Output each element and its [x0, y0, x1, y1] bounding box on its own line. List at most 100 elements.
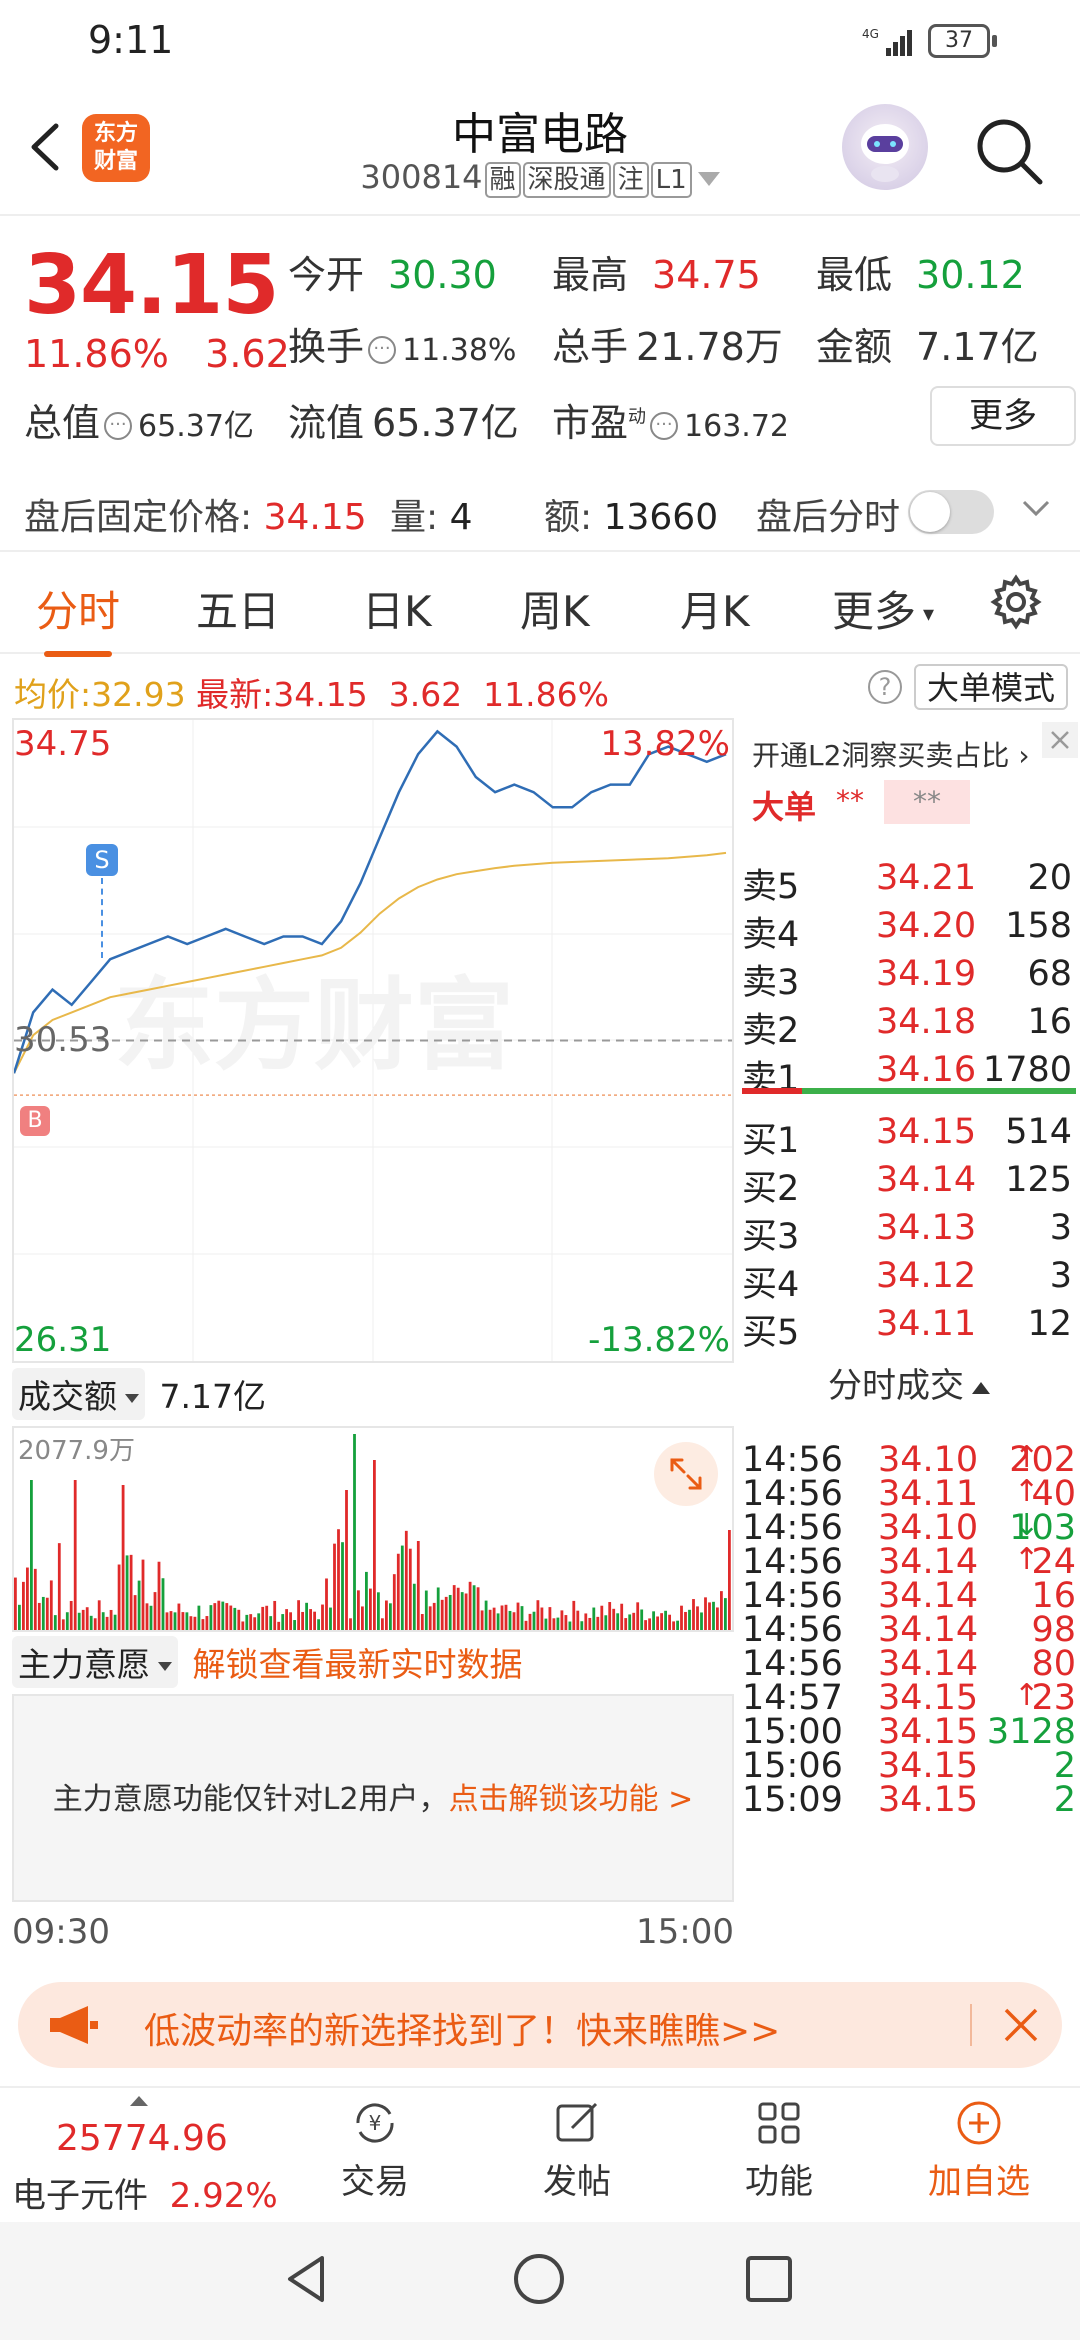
tab-weekly-k[interactable]: 周K	[520, 587, 590, 636]
volume-bar	[305, 1602, 308, 1630]
volume-bar	[704, 1597, 707, 1630]
close-icon[interactable]	[1002, 2006, 1040, 2044]
l2-open-link[interactable]: 开通L2洞察买卖占比 ›	[752, 739, 1030, 772]
bid-level-row[interactable]: 买4 34.12 3	[738, 1256, 1080, 1305]
ask-level-row[interactable]: 卖3 34.19 68	[738, 954, 1080, 1003]
expand-icon[interactable]	[654, 1442, 718, 1506]
volume-type-dropdown[interactable]: 成交额	[12, 1368, 145, 1420]
unlock-link[interactable]: 解锁查看最新实时数据	[192, 1645, 523, 1684]
nav-trade[interactable]: ¥ 交易	[310, 2098, 440, 2203]
sector-index-name[interactable]: 电子元件 2.92%	[12, 2176, 278, 2216]
chart-grid	[14, 720, 732, 1361]
robot-assistant-icon[interactable]	[842, 104, 928, 190]
volume-bar	[632, 1612, 636, 1630]
tick-volume: 16	[1031, 1576, 1076, 1616]
info-icon[interactable]: ···	[368, 335, 397, 364]
volume-bar	[269, 1616, 273, 1630]
tick-price: 34.10	[878, 1440, 979, 1480]
volume-bar	[592, 1607, 596, 1630]
time-axis: 09:30 15:00	[12, 1908, 734, 1958]
back-triangle-icon[interactable]	[282, 2252, 332, 2306]
chevron-down-icon[interactable]	[1020, 496, 1052, 520]
volume-bar	[277, 1621, 281, 1630]
volume-bar	[37, 1602, 41, 1630]
tick-row: 15:00 34.15 3128	[738, 1712, 1080, 1760]
sector-index-value[interactable]: 25774.96	[56, 2118, 228, 2159]
ask-volume: 20	[1027, 858, 1072, 898]
tick-volume: 98	[1031, 1610, 1076, 1650]
bid-level-row[interactable]: 买5 34.11 12	[738, 1304, 1080, 1353]
volume-bar	[45, 1597, 49, 1630]
gear-icon[interactable]	[988, 574, 1044, 630]
ask-price: 34.20	[876, 906, 977, 946]
after-hours-timeshare-label: 盘后分时	[756, 497, 901, 538]
bid-volume: 3	[1049, 1208, 1072, 1248]
search-icon[interactable]	[972, 114, 1046, 188]
volume-bar	[69, 1600, 73, 1630]
unlock-feature-link[interactable]: 点击解锁该功能 >	[448, 1782, 694, 1817]
tab-monthly-k[interactable]: 月K	[680, 587, 750, 636]
big-order-mode-button[interactable]: 大单模式	[914, 664, 1068, 710]
after-hours-toggle[interactable]	[908, 490, 994, 534]
recents-square-icon[interactable]	[744, 2254, 794, 2304]
buy-marker[interactable]: B	[20, 1106, 50, 1136]
tick-time: 14:56	[742, 1474, 843, 1514]
chart-bottom-price: 26.31	[14, 1320, 112, 1360]
volume-bar	[392, 1574, 396, 1630]
ask-price: 34.18	[876, 1002, 977, 1042]
ask-level-row[interactable]: 卖4 34.20 158	[738, 906, 1080, 955]
volume-bar	[516, 1602, 520, 1630]
expand-up-icon[interactable]	[130, 2096, 148, 2106]
ask-level-row[interactable]: 卖5 34.21 20	[738, 858, 1080, 907]
ask-level-row[interactable]: 卖2 34.18 16	[738, 1002, 1080, 1051]
volume-bar	[620, 1603, 624, 1630]
tab-five-day[interactable]: 五日	[196, 587, 281, 636]
more-quote-button[interactable]: 更多	[930, 386, 1076, 446]
app-logo[interactable]: 东方 财富	[82, 114, 150, 182]
tick-price: 34.11	[878, 1474, 979, 1514]
volume-bar	[65, 1612, 69, 1630]
tick-volume: 23	[1031, 1678, 1076, 1718]
main-force-dropdown[interactable]: 主力意愿	[12, 1636, 178, 1688]
info-icon[interactable]: ···	[650, 411, 679, 440]
volume-bar	[185, 1612, 189, 1630]
info-icon[interactable]: ···	[104, 411, 133, 440]
tab-more[interactable]: 更多 ▾	[832, 587, 935, 636]
tick-time: 14:56	[742, 1440, 843, 1480]
tick-header[interactable]: 分时成交	[738, 1358, 1080, 1407]
volume-bar	[93, 1618, 97, 1630]
volume-bar	[496, 1613, 500, 1630]
bid-level-row[interactable]: 买3 34.13 3	[738, 1208, 1080, 1257]
expand-arrows-icon	[670, 1458, 702, 1490]
tick-volume: 103	[1009, 1508, 1076, 1548]
home-circle-icon[interactable]	[512, 2252, 566, 2306]
sell-marker[interactable]: S	[86, 844, 118, 876]
big-order-buy-masked: **	[836, 784, 864, 817]
volume-bar	[656, 1616, 659, 1630]
tick-time: 14:56	[742, 1576, 843, 1616]
back-arrow-icon[interactable]	[20, 112, 70, 182]
nav-functions[interactable]: 功能	[714, 2098, 844, 2203]
bid-price: 34.12	[876, 1256, 977, 1296]
volume-bar	[317, 1619, 320, 1630]
tab-daily-k[interactable]: 日K	[362, 587, 432, 636]
intraday-chart-svg: 东方财富	[14, 720, 732, 1361]
close-icon[interactable]	[1042, 722, 1078, 758]
promo-banner[interactable]: 低波动率的新选择找到了！快来瞧瞧>>	[18, 1982, 1062, 2068]
nav-add-watchlist[interactable]: 加自选	[914, 2098, 1044, 2203]
nav-post[interactable]: 发帖	[512, 2098, 642, 2203]
intraday-chart[interactable]: 东方财富 34.75 13.82% 30.53 26.31 -13.82% S …	[12, 718, 734, 1363]
help-icon[interactable]: ?	[868, 670, 902, 704]
bid-level-row[interactable]: 买1 34.15 514	[738, 1112, 1080, 1161]
chevron-down-icon[interactable]	[697, 172, 720, 186]
bid-level-row[interactable]: 买2 34.14 125	[738, 1160, 1080, 1209]
stock-code-line[interactable]: 300814 融深股通注 L1	[0, 158, 1080, 198]
volume-bar	[396, 1553, 400, 1630]
volume-bar	[357, 1590, 360, 1630]
volume-bar	[712, 1601, 715, 1630]
sort-up-icon	[972, 1381, 990, 1394]
volume-bar	[261, 1606, 265, 1630]
tick-price: 34.14	[878, 1576, 979, 1616]
tab-intraday[interactable]: 分时	[36, 578, 120, 657]
bid-level-label: 买4	[742, 1265, 800, 1305]
